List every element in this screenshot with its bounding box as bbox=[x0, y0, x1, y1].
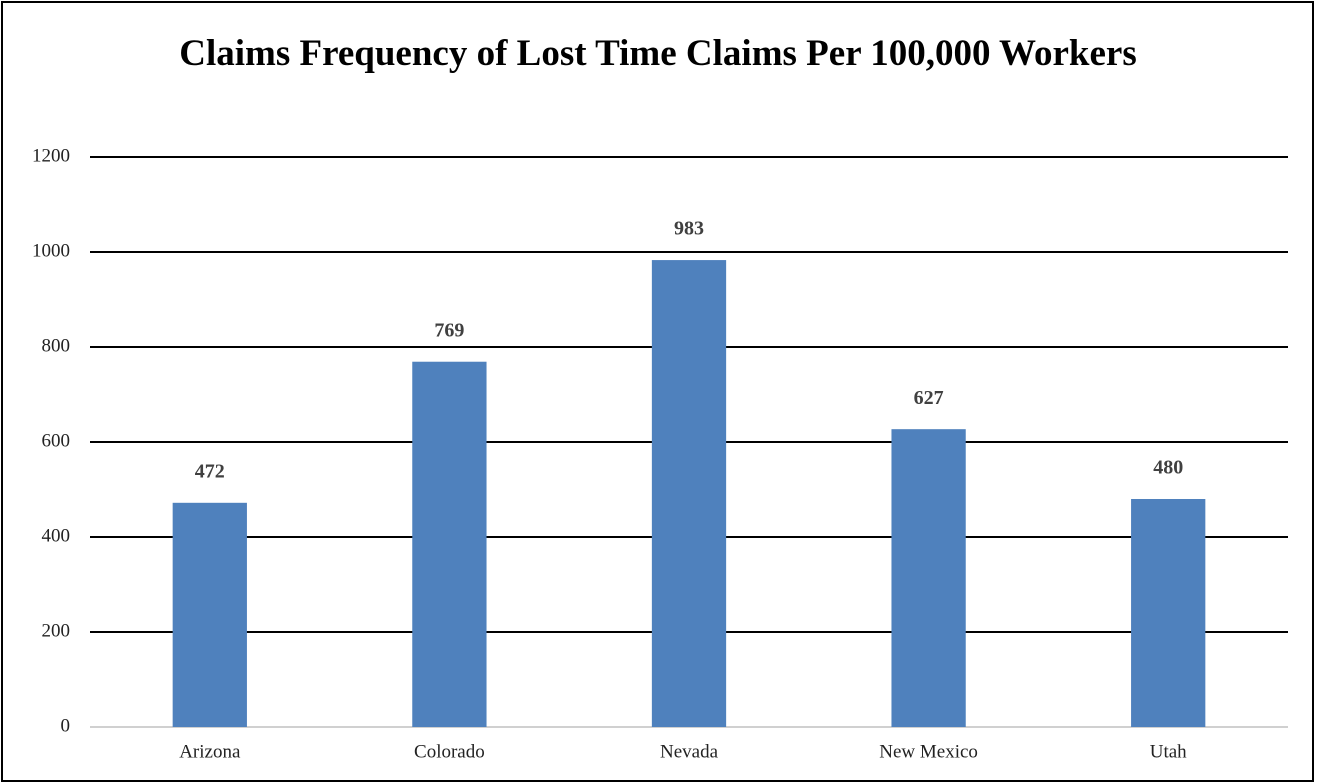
y-tick-label: 600 bbox=[42, 430, 71, 451]
y-tick-label: 400 bbox=[42, 525, 71, 546]
x-tick-label: Utah bbox=[1150, 741, 1187, 762]
y-tick-label: 1000 bbox=[32, 240, 70, 261]
value-label: 480 bbox=[1153, 457, 1183, 479]
bar bbox=[891, 429, 966, 727]
value-label: 769 bbox=[434, 319, 464, 341]
x-tick-label: Arizona bbox=[179, 741, 241, 762]
x-tick-label: Nevada bbox=[660, 741, 719, 762]
bar bbox=[651, 260, 727, 727]
chart-title: Claims Frequency of Lost Time Claims Per… bbox=[179, 33, 1137, 74]
x-tick-label: Colorado bbox=[414, 741, 485, 762]
bar bbox=[1131, 499, 1206, 727]
y-tick-label: 800 bbox=[42, 335, 71, 356]
y-tick-label: 0 bbox=[61, 715, 71, 736]
bar bbox=[172, 502, 247, 727]
y-tick-label: 1200 bbox=[32, 145, 70, 166]
value-label: 627 bbox=[914, 387, 944, 409]
y-tick-label: 200 bbox=[42, 620, 71, 641]
bar bbox=[412, 361, 487, 727]
value-label: 983 bbox=[674, 218, 704, 240]
x-tick-label: New Mexico bbox=[879, 741, 978, 762]
value-label: 472 bbox=[195, 460, 225, 482]
